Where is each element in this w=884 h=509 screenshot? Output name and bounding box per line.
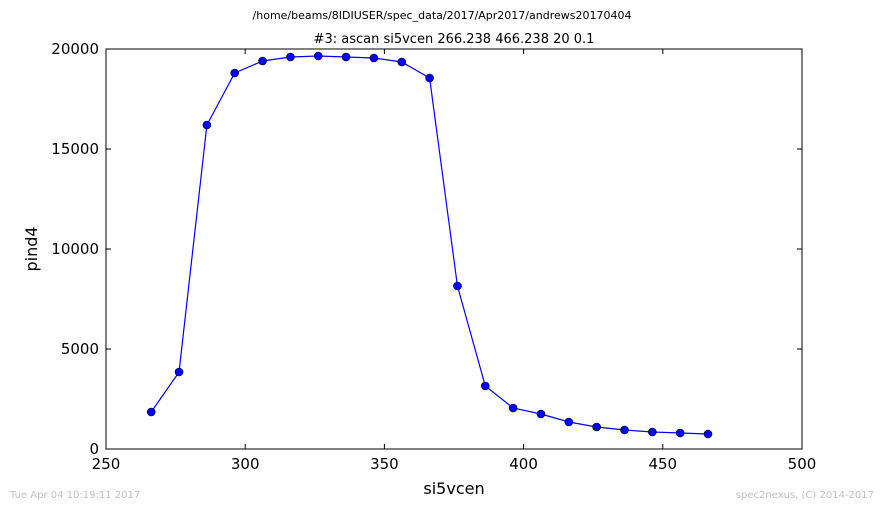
- data-point: [341, 52, 351, 62]
- data-point: [592, 422, 601, 432]
- x-axis-label: si5vcen: [423, 479, 484, 498]
- chart-title: #3: ascan si5vcen 266.238 466.238 20 0.1: [314, 32, 595, 47]
- data-point: [146, 407, 156, 417]
- axis-ticks: [105, 48, 803, 450]
- y-tick-label: 10000: [51, 240, 99, 258]
- x-tick-label: 350: [370, 455, 399, 473]
- data-point: [675, 428, 685, 438]
- data-point: [453, 281, 462, 291]
- x-tick-label: 400: [509, 455, 538, 473]
- series-group: [146, 51, 713, 439]
- plot-frame: [105, 48, 803, 450]
- figure-suptitle: /home/beams/8IDIUSER/spec_data/2017/Apr2…: [253, 9, 632, 22]
- data-point: [508, 403, 518, 413]
- data-point: [480, 381, 490, 391]
- data-point: [258, 56, 267, 66]
- data-point: [564, 417, 574, 427]
- credit-footer: spec2nexus, (C) 2014-2017: [736, 490, 874, 501]
- x-tick-label: 300: [231, 455, 260, 473]
- data-point: [536, 409, 546, 419]
- y-axis-label: pind4: [22, 226, 41, 271]
- timestamp-footer: Tue Apr 04 10:19:11 2017: [9, 490, 140, 501]
- x-tick-label: 250: [92, 455, 121, 473]
- data-point: [174, 367, 184, 377]
- data-point: [230, 68, 240, 78]
- data-point: [313, 51, 323, 61]
- data-point: [397, 57, 407, 67]
- y-tick-label: 15000: [51, 140, 99, 158]
- data-point: [369, 53, 379, 63]
- data-point: [648, 427, 657, 437]
- data-point: [202, 120, 212, 130]
- y-tick-label: 5000: [61, 340, 99, 358]
- y-tick-label: 0: [89, 440, 99, 458]
- y-tick-label: 20000: [51, 40, 99, 58]
- data-point: [425, 73, 434, 83]
- data-point: [703, 429, 713, 439]
- data-point: [286, 52, 295, 62]
- data-point: [620, 425, 629, 435]
- x-tick-label: 500: [788, 455, 817, 473]
- x-tick-label: 450: [648, 455, 677, 473]
